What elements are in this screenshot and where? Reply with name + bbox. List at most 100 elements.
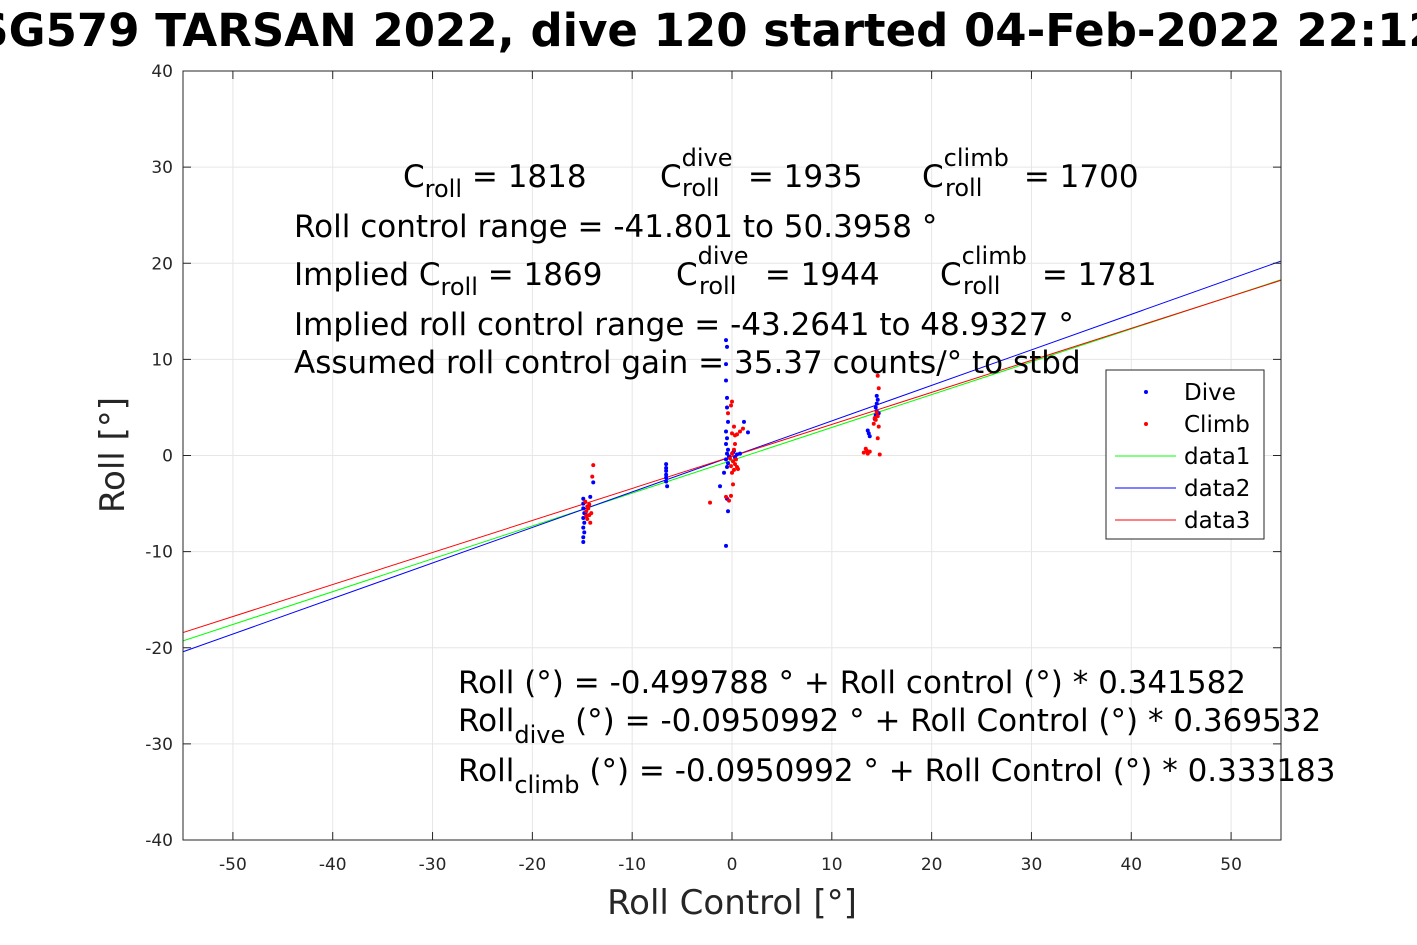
y-tick-label: -10 (145, 543, 173, 563)
climb-point (740, 426, 745, 431)
dive-point (664, 472, 669, 477)
climb-point (875, 373, 880, 378)
c-roll-text: Croll = 1818 (403, 159, 587, 203)
legend-label: data3 (1184, 508, 1250, 534)
climb-point (867, 449, 872, 454)
c-roll-climb-text: Cclimb roll = 1700 (922, 144, 1139, 202)
dive-point (718, 484, 723, 489)
x-tick-label: 20 (921, 855, 943, 875)
legend-label: data2 (1184, 476, 1250, 502)
dive-point (737, 451, 742, 456)
climb-point (586, 506, 591, 511)
climb-point (872, 416, 877, 421)
climb-point (729, 403, 734, 408)
legend: Dive Climb data1 data2 data3 (1105, 369, 1265, 540)
dive-point (664, 475, 669, 480)
climb-point (724, 494, 729, 499)
legend-label: data1 (1184, 444, 1250, 470)
implied-c-dive-text: Cdive roll = 1944 (676, 242, 880, 300)
climb-point (733, 457, 738, 462)
dive-point (588, 494, 593, 499)
climb-point (731, 447, 736, 452)
legend-marker-dive (1144, 390, 1148, 394)
climb-point (729, 464, 734, 469)
dive-point (867, 434, 872, 439)
dive-point (875, 397, 880, 402)
climb-point (729, 493, 734, 498)
climb-point (730, 470, 734, 475)
y-tick-label: 40 (151, 62, 173, 82)
y-tick-label: -40 (145, 831, 173, 851)
dive-point (582, 530, 587, 535)
dive-point (582, 520, 587, 525)
fit-equation-climb: Rollclimb (°) = -0.0950992 ° + Roll Cont… (458, 753, 1336, 799)
climb-point (874, 410, 879, 415)
dive-point (725, 451, 730, 456)
dive-point (722, 470, 727, 475)
dive-point (665, 484, 670, 489)
dive-point (741, 419, 746, 424)
climb-point (871, 421, 876, 426)
dive-point (725, 395, 730, 400)
dive-point (581, 525, 586, 530)
implied-c-roll-text: Implied Croll = 1869 (294, 257, 602, 301)
climb-point (588, 520, 593, 525)
dive-point (724, 362, 729, 367)
dive-point (724, 429, 729, 434)
climb-point (861, 450, 866, 455)
dive-point (726, 447, 731, 452)
y-tick-label: 30 (151, 158, 173, 178)
climb-point (587, 502, 592, 507)
y-tick-label: -20 (145, 639, 173, 659)
dive-point (724, 441, 729, 446)
climb-point (732, 462, 737, 467)
gain-text: Assumed roll control gain = 35.37 counts… (294, 345, 1081, 381)
climb-point (735, 466, 740, 471)
dive-point (726, 419, 731, 424)
legend-marker-climb (1144, 422, 1148, 426)
climb-point (734, 432, 739, 437)
y-tick-label: 0 (162, 447, 173, 467)
x-tick-label: -50 (219, 855, 247, 875)
x-tick-label: 30 (1021, 855, 1043, 875)
dive-point (874, 401, 879, 406)
climb-point (731, 467, 736, 472)
x-tick-label: -20 (518, 855, 546, 875)
climb-point (589, 511, 594, 516)
x-tick-label: 40 (1120, 855, 1142, 875)
dive-point (725, 436, 730, 441)
dive-point (726, 461, 731, 466)
dive-point (724, 457, 729, 462)
data-series (182, 260, 1282, 653)
dive-point (874, 393, 879, 398)
y-tick-label: -30 (145, 735, 173, 755)
fit-equation-all: Roll (°) = -0.499788 ° + Roll control (°… (458, 665, 1246, 701)
climb-point (732, 441, 737, 446)
dive-point (725, 465, 730, 470)
dive-point (591, 480, 596, 485)
calibration-annotations: Croll = 1818 Cdive roll = 1935 Cclimb roll… (294, 144, 1157, 381)
climb-point (590, 474, 595, 479)
dive-point (581, 506, 586, 511)
climb-point (726, 411, 731, 416)
x-tick-label: 10 (821, 855, 843, 875)
climb-point (730, 431, 734, 436)
dive-point (873, 405, 878, 410)
climb-point (730, 482, 735, 487)
climb-point (584, 509, 589, 514)
x-tick-label: -10 (618, 855, 646, 875)
fit-equation-dive: Rolldive (°) = -0.0950992 ° + Roll Contr… (458, 703, 1321, 749)
dive-point (581, 515, 586, 520)
implied-range-text: Implied roll control range = -43.2641 to… (294, 307, 1074, 343)
climb-point (591, 463, 596, 468)
fit-equations: Roll (°) = -0.499788 ° + Roll control (°… (458, 665, 1336, 799)
dive-point (724, 338, 729, 343)
roll-control-range-text: Roll control range = -41.801 to 50.3958 … (294, 209, 937, 245)
dive-point (725, 405, 730, 410)
dive-point (725, 344, 730, 349)
dive-point (726, 509, 731, 514)
dive-point (581, 540, 586, 545)
climb-point (583, 499, 588, 504)
climb-point (728, 456, 733, 461)
fit-line-data3 (182, 279, 1282, 634)
